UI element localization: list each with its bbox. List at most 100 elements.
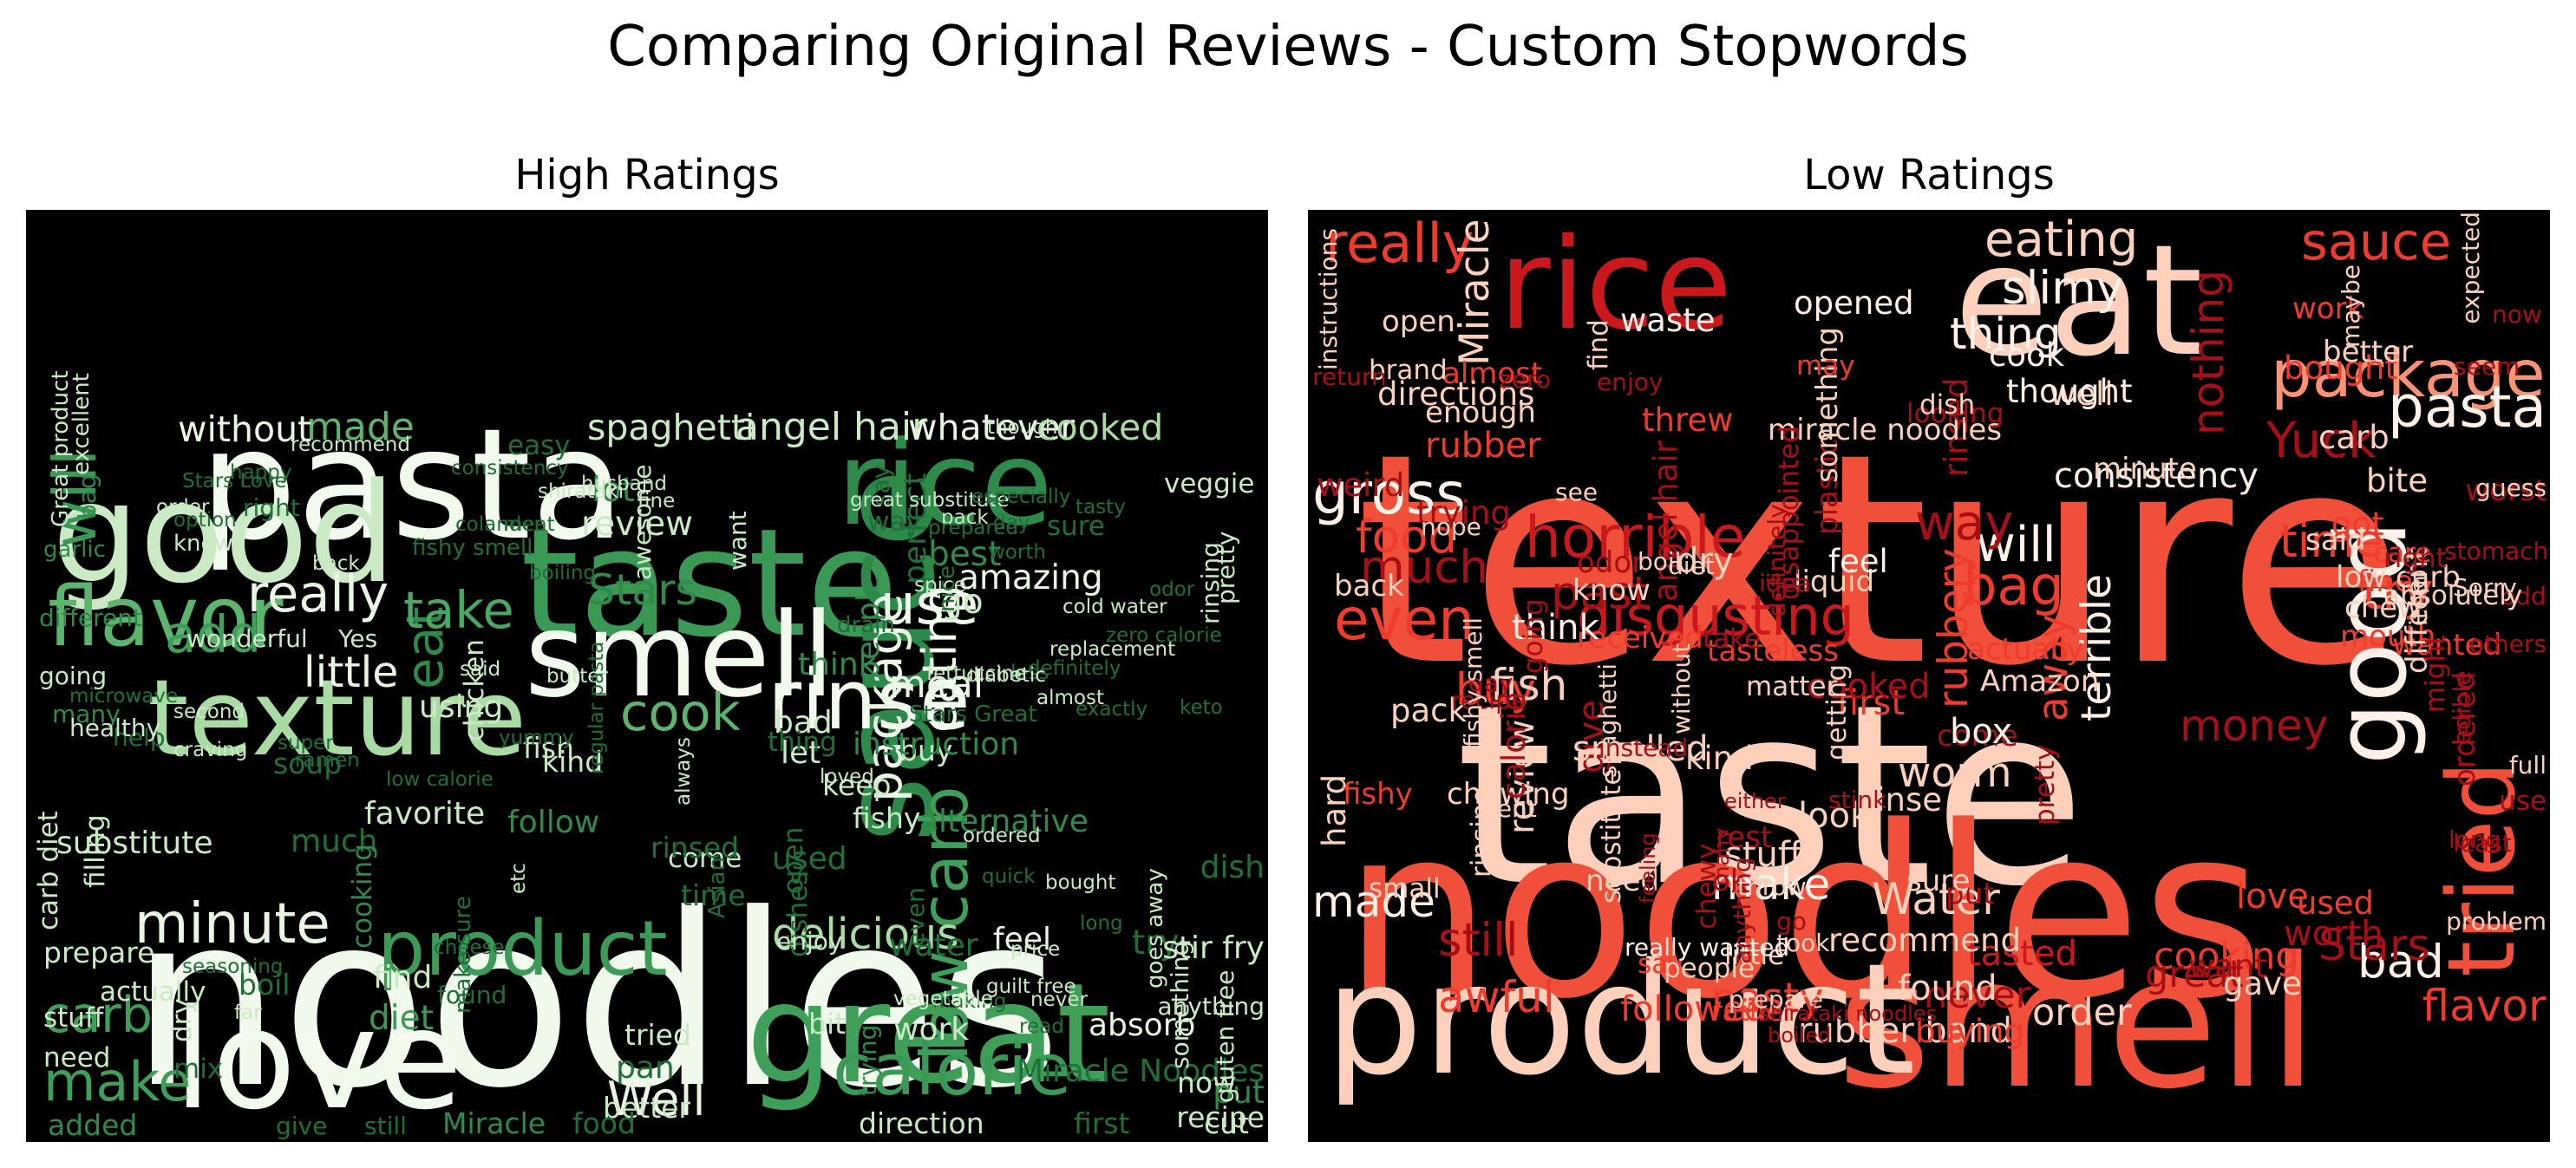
low-word-took: took <box>1776 929 1830 957</box>
low-word-say: say <box>1638 949 1684 980</box>
high-word-open: open <box>778 827 809 894</box>
high-word-long: long <box>1080 912 1123 935</box>
low-word-use: use <box>2499 786 2547 817</box>
low-word-come: come <box>1937 719 2018 754</box>
high-word-especially: especially <box>971 486 1070 508</box>
low-word-take: take <box>1703 623 1761 655</box>
low-word-rubber: rubber <box>1425 426 1541 466</box>
low-word-without: without <box>1667 643 1696 734</box>
low-word-edible: edible <box>2448 670 2476 745</box>
high-word-chicken: chicken <box>459 639 490 741</box>
high-word-exactly: exactly <box>1076 698 1147 721</box>
low-word-right: right <box>2383 543 2447 574</box>
high-word-say: say <box>866 465 895 506</box>
high-word-even: even <box>901 887 930 947</box>
high-ratings-title: High Ratings <box>514 151 780 199</box>
low-word-followed: followed <box>1620 989 1766 1029</box>
high-word-colander: colander <box>455 513 543 536</box>
high-word-filling: filling <box>80 814 111 888</box>
high-word-used: used <box>772 841 847 877</box>
low-word-feel: feel <box>1828 543 1888 580</box>
high-word-second: second <box>173 701 245 723</box>
high-word-kind: kind <box>542 745 603 779</box>
high-word-something: something <box>1166 941 1194 1069</box>
high-word-perfect: perfect <box>898 473 933 584</box>
high-word-now: now <box>1177 1066 1236 1099</box>
low-word-weird: weird <box>1317 467 1404 504</box>
high-word-cold-water: cold water <box>1062 596 1167 618</box>
high-word-stars-great: Stars Great <box>909 701 1037 728</box>
high-word-alternative: alternative <box>919 804 1089 839</box>
high-word-replacement: replacement <box>1049 638 1175 661</box>
low-word-waste: waste <box>1620 302 1715 339</box>
low-word-really-wanted: really wanted <box>1625 933 1789 962</box>
high-word-people: people <box>851 574 886 680</box>
high-word-wonderful: wonderful <box>186 624 308 653</box>
high-word-using: using <box>419 689 503 725</box>
low-word-chewing: chewing <box>1447 777 1570 812</box>
high-word-great: great <box>746 954 1110 1114</box>
high-word-definitely: definitely <box>1028 657 1121 680</box>
low-word-stink: stink <box>1828 786 1887 814</box>
low-word-rubbery: rubbery <box>1930 548 1978 708</box>
high-ratings-wordcloud: noodles pasta taste good great love sauce rice s… <box>26 210 1268 1142</box>
low-word-made: made <box>1312 877 1435 927</box>
low-word-money: money <box>2180 701 2328 751</box>
low-word-texture: texture <box>1356 392 2405 730</box>
high-word-bought: bought <box>1045 871 1115 894</box>
low-word-disappointed: disappointed <box>1774 426 1805 600</box>
low-word-package: package <box>2271 336 2546 412</box>
high-word-need: need <box>43 1042 110 1073</box>
high-word-order: order <box>156 496 210 519</box>
low-word-back: back <box>1334 569 1404 604</box>
high-word-seasoning: seasoning <box>182 956 283 978</box>
low-word-enjoy: enjoy <box>1597 368 1663 396</box>
high-word-back: back <box>312 552 360 575</box>
low-word-good: good <box>2314 520 2429 765</box>
high-word-yes: Yes <box>337 624 377 653</box>
high-word-find: find <box>373 960 432 995</box>
low-word-little: little <box>1724 940 1784 971</box>
high-word-microwave: microwave <box>69 685 178 708</box>
low-word-stuff: stuff <box>1724 835 1803 875</box>
low-word-opened: opened <box>1794 284 1914 322</box>
high-word-recipe: recipe <box>1176 1100 1265 1134</box>
high-word-husband: husband <box>581 473 667 495</box>
low-word-never: never <box>1924 974 2031 1017</box>
high-word-different: different <box>39 604 142 632</box>
low-word-well: well <box>2050 375 2114 413</box>
low-word-try: try <box>2362 561 2433 621</box>
low-word-eating: eating <box>1984 212 2138 268</box>
high-word-anything: anything <box>1158 992 1265 1021</box>
low-word-horrible: horrible <box>1525 504 1746 571</box>
high-word-meal: meal <box>889 662 984 707</box>
low-word-miracle: Miracle <box>1451 219 1499 366</box>
high-word-well: Well <box>607 1072 705 1126</box>
high-word-angel-hair: angel hair <box>736 405 928 449</box>
high-word-yummy: yummy <box>499 727 574 749</box>
low-word-tasteless: tasteless <box>1707 634 1839 669</box>
low-word-something: something <box>1810 327 1845 483</box>
high-word-healthy: healthy <box>69 714 160 742</box>
low-word-bite: bite <box>2366 462 2428 499</box>
low-word-product: product <box>1325 930 1916 1109</box>
low-word-fishy-smell: fishy smell <box>1459 617 1487 747</box>
high-word-time: time <box>681 878 746 912</box>
high-word-stir-fry: stir fry <box>1162 930 1265 966</box>
high-word-absorb: absorb <box>1089 1008 1195 1043</box>
high-word-carb-diet: carb diet <box>33 811 64 930</box>
high-word-actually: actually <box>100 976 206 1008</box>
high-word-come: come <box>668 843 742 874</box>
low-word-spaghetti: spaghetti <box>1593 663 1622 778</box>
low-word-chewy: chewy <box>1691 844 1723 930</box>
low-word-first: first <box>1837 683 1905 723</box>
low-word-throw: throw <box>1737 872 1807 901</box>
high-word-right: right <box>243 493 300 522</box>
low-word-rubber-band: rubber band <box>1798 1011 2012 1051</box>
high-word-tasty: tasty <box>1076 496 1126 519</box>
high-word-use: use <box>880 573 978 637</box>
low-word-slimy: slimy <box>2002 262 2123 315</box>
low-word-worm: worm <box>1898 749 2011 797</box>
high-word-amazing: amazing <box>958 558 1103 597</box>
high-word-put: put <box>1213 1075 1265 1111</box>
